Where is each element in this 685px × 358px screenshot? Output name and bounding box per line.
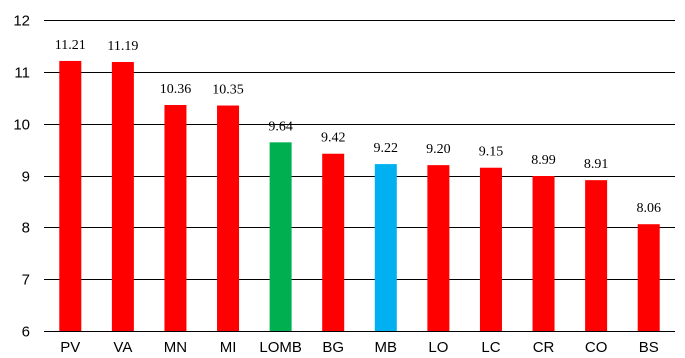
y-tick-label: 6 (22, 324, 30, 341)
bar-lo (427, 165, 450, 331)
gridlines (44, 20, 675, 332)
y-tick-label: 9 (22, 169, 30, 186)
data-label-mn: 10.36 (160, 82, 192, 97)
x-category-label-mb: MB (375, 339, 398, 356)
data-label-pv: 11.21 (55, 38, 86, 53)
bar-va (111, 61, 134, 332)
data-label-bg: 9.42 (321, 131, 346, 146)
data-label-bs: 8.06 (636, 201, 661, 216)
x-category-label-mn: MN (164, 339, 187, 356)
bar-bs (637, 224, 660, 331)
data-label-cr: 8.99 (531, 153, 556, 168)
bar-cr (532, 176, 555, 331)
bar-mi (217, 105, 240, 332)
x-category-label-bg: BG (322, 339, 344, 356)
x-category-label-pv: PV (60, 339, 80, 356)
data-labels: 11.21 11.19 10.36 10.35 9.64 9.42 9.22 9.20 9.15… (55, 38, 661, 216)
bar-mb (374, 164, 397, 331)
x-category-label-cr: CR (533, 339, 555, 356)
bar-pv (59, 60, 82, 331)
x-category-label-lc: LC (481, 339, 500, 356)
data-label-lo: 9.20 (426, 142, 451, 157)
bar-co (585, 180, 608, 331)
data-label-va: 11.19 (107, 39, 138, 54)
y-tick-label: 10 (13, 117, 30, 134)
y-tick-label: 8 (22, 220, 30, 237)
y-tick-label: 7 (22, 272, 30, 289)
data-label-mb: 9.22 (374, 141, 399, 156)
data-label-co: 8.91 (584, 157, 609, 172)
data-label-mi: 10.35 (212, 83, 244, 98)
x-category-label-bs: BS (639, 339, 659, 356)
bar-lc (479, 167, 502, 331)
y-axis-tick-labels: 6 7 8 9 10 11 12 (13, 13, 30, 341)
bar-bg (322, 153, 345, 331)
y-tick-label: 11 (14, 65, 30, 82)
x-category-label-lo: LO (428, 339, 448, 356)
x-category-label-co: CO (585, 339, 608, 356)
data-label-lomb: 9.64 (268, 119, 293, 134)
x-axis-category-labels: PV VA MN MI LOMB BG MB LO LC CR CO BS (60, 339, 658, 356)
x-category-label-mi: MI (220, 339, 237, 356)
bars (59, 60, 660, 332)
data-label-lc: 9.15 (479, 145, 504, 160)
x-category-label-va: VA (113, 339, 132, 356)
bar-lomb (269, 142, 292, 331)
y-tick-label: 12 (13, 13, 30, 30)
x-category-label-lomb: LOMB (259, 339, 302, 356)
bar-mn (164, 105, 187, 331)
